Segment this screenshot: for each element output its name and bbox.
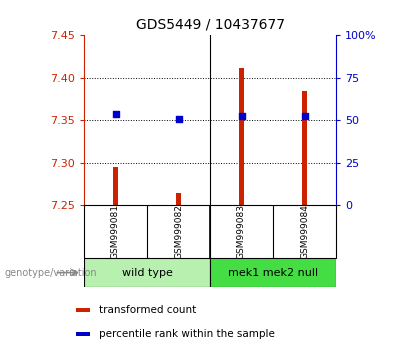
Text: GSM999082: GSM999082	[174, 204, 183, 259]
Bar	[113, 167, 118, 205]
Bar	[76, 308, 90, 312]
Title: GDS5449 / 10437677: GDS5449 / 10437677	[136, 17, 284, 32]
Bar	[302, 91, 307, 205]
Bar	[176, 193, 181, 205]
Point	[112, 112, 119, 117]
Text: GSM999081: GSM999081	[111, 204, 120, 259]
Point	[238, 113, 245, 119]
Bar	[239, 68, 244, 205]
Bar	[84, 258, 210, 287]
Text: GSM999084: GSM999084	[300, 204, 309, 259]
Text: wild type: wild type	[121, 268, 173, 278]
Text: transformed count: transformed count	[99, 305, 196, 315]
Bar	[210, 258, 336, 287]
Point	[301, 113, 308, 119]
Bar	[76, 332, 90, 336]
Text: genotype/variation: genotype/variation	[4, 268, 97, 278]
Point	[175, 116, 182, 121]
Text: mek1 mek2 null: mek1 mek2 null	[228, 268, 318, 278]
Text: GSM999083: GSM999083	[237, 204, 246, 259]
Text: percentile rank within the sample: percentile rank within the sample	[99, 329, 274, 339]
